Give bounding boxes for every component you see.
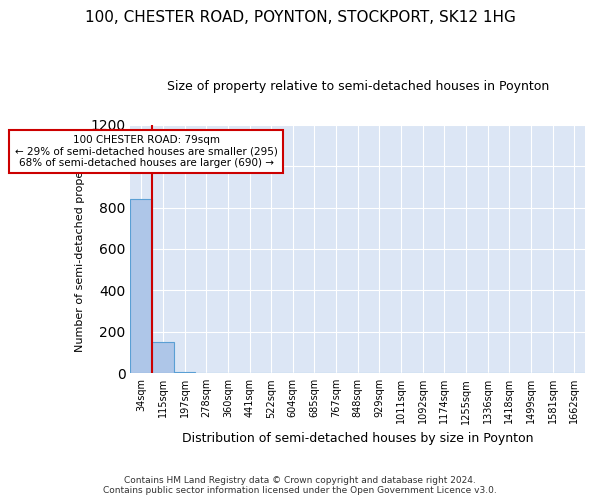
Text: 100, CHESTER ROAD, POYNTON, STOCKPORT, SK12 1HG: 100, CHESTER ROAD, POYNTON, STOCKPORT, S…	[85, 10, 515, 25]
Bar	[152, 342, 174, 373]
Bar	[130, 200, 152, 373]
Text: 100 CHESTER ROAD: 79sqm
← 29% of semi-detached houses are smaller (295)
68% of s: 100 CHESTER ROAD: 79sqm ← 29% of semi-de…	[14, 135, 278, 168]
Title: Size of property relative to semi-detached houses in Poynton: Size of property relative to semi-detach…	[167, 80, 549, 93]
Y-axis label: Number of semi-detached properties: Number of semi-detached properties	[75, 146, 85, 352]
X-axis label: Distribution of semi-detached houses by size in Poynton: Distribution of semi-detached houses by …	[182, 432, 533, 445]
Text: Contains HM Land Registry data © Crown copyright and database right 2024.
Contai: Contains HM Land Registry data © Crown c…	[103, 476, 497, 495]
Bar	[174, 372, 196, 373]
